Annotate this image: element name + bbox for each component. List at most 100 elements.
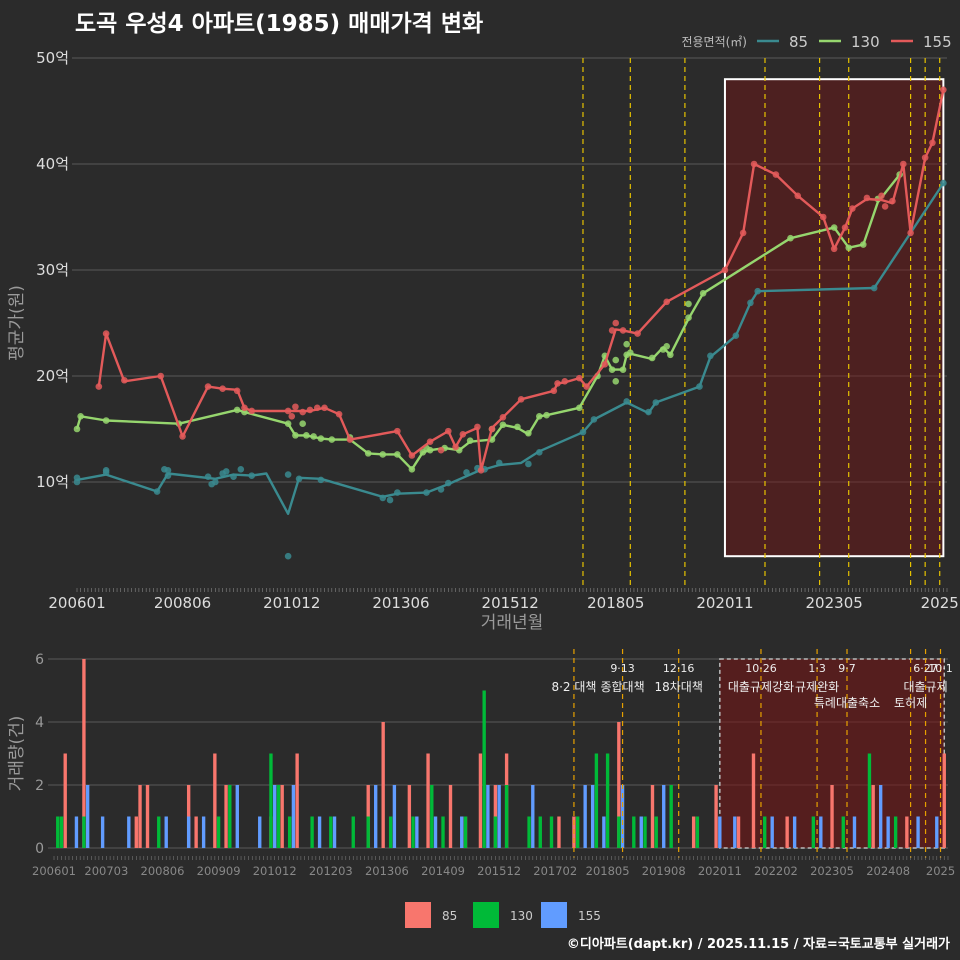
data-point-155 [554, 380, 561, 387]
volume-bar-85 [557, 816, 561, 848]
data-point-130 [310, 433, 317, 440]
data-point-85 [379, 494, 387, 502]
volume-bar-155 [433, 816, 438, 848]
data-point-130 [299, 420, 306, 428]
volume-bar-130 [482, 690, 486, 848]
data-point-85 [317, 476, 325, 484]
volume-bar-130 [157, 816, 161, 848]
volume-bar-85 [134, 816, 138, 848]
data-point-130 [612, 378, 620, 385]
data-point-155 [313, 404, 321, 412]
data-point-130 [845, 244, 853, 252]
volume-legend-swatch-130 [473, 902, 499, 928]
volume-y-tick-label: 4 [35, 715, 44, 731]
data-point-130 [685, 314, 692, 322]
data-point-130 [102, 417, 110, 424]
data-point-85 [164, 467, 172, 474]
volume-bar-85 [871, 785, 875, 848]
policy-name-label: 18차대책 [654, 679, 702, 694]
data-point-155 [346, 436, 354, 443]
volume-bar-130 [695, 816, 700, 848]
data-point-155 [517, 396, 525, 403]
data-point-85 [444, 479, 452, 487]
volume-x-tick-label: 201702 [533, 864, 577, 878]
data-point-155 [488, 425, 496, 433]
volume-bar-85 [224, 785, 228, 848]
data-point-130 [787, 234, 794, 242]
highlight-box [723, 78, 945, 558]
volume-bar-155 [583, 785, 587, 848]
volume-bar-130 [59, 816, 64, 848]
volume-x-tick-label: 202202 [754, 864, 798, 878]
x-tick-label: 202011 [696, 594, 753, 612]
volume-bar-155 [258, 816, 262, 848]
volume-chart: 0 2 4 6 8·2 대책 9·13 종합대책 12·16 18차대책 10·26 대출규제강화 1… [7, 649, 955, 878]
volume-bar-130 [575, 816, 580, 848]
data-point-130 [699, 290, 707, 297]
volume-bar-155 [374, 785, 378, 848]
volume-bar-155 [486, 785, 490, 848]
volume-bar-130 [643, 816, 647, 848]
policy-date-label: 9·7 [838, 662, 856, 675]
volume-bar-130 [549, 816, 554, 848]
volume-bar-155 [85, 785, 90, 848]
volume-bar-130 [441, 816, 445, 848]
volume-bar-155 [916, 816, 920, 848]
volume-bar-155 [718, 816, 722, 848]
data-point-130 [408, 465, 416, 473]
data-point-130 [543, 411, 550, 419]
volume-bar-85 [942, 753, 946, 848]
data-point-85 [248, 472, 256, 479]
volume-bar-130 [82, 816, 86, 848]
policy-date-label: 9·13 [610, 662, 635, 675]
data-point-85 [423, 489, 430, 496]
data-point-85 [237, 465, 245, 473]
volume-bar-85 [736, 816, 741, 848]
data-point-85 [153, 488, 161, 495]
policy-name-label: 특례대출축소 [814, 696, 880, 710]
data-point-155 [121, 376, 128, 384]
data-point-130 [576, 404, 583, 412]
volume-bar-85 [751, 753, 756, 848]
volume-bar-155 [201, 816, 206, 848]
data-point-130 [525, 429, 532, 437]
volume-bar-155 [127, 816, 131, 848]
data-point-155 [444, 427, 452, 435]
volume-bar-130 [329, 816, 333, 848]
data-point-130 [514, 423, 521, 431]
volume-bar-85 [381, 722, 385, 848]
volume-bar-130 [893, 816, 898, 848]
data-point-85 [652, 399, 660, 406]
data-point-155 [292, 403, 299, 411]
volume-bar-155 [602, 816, 606, 848]
data-point-155 [219, 385, 226, 393]
volume-bar-155 [878, 785, 883, 848]
x-axis-title: 거래년월 [481, 613, 544, 633]
volume-x-tick-label: 200806 [141, 864, 185, 878]
x-tick-label: 201012 [263, 594, 320, 612]
volume-bar-155 [620, 785, 625, 848]
volume-legend-label-130: 130 [510, 909, 533, 923]
policy-date-label: 10·1 [928, 662, 953, 675]
data-point-155 [612, 319, 620, 327]
data-point-85 [707, 352, 714, 360]
volume-bar-130 [594, 753, 599, 848]
policy-name-label: 대출규제 [903, 680, 947, 694]
data-point-155 [233, 387, 241, 395]
volume-legend-label-85: 85 [442, 909, 457, 923]
data-point-130 [612, 356, 620, 364]
volume-bar-130 [430, 785, 434, 848]
volume-x-tick-label: 2025 [926, 864, 955, 878]
volume-bar-85 [426, 753, 430, 848]
volume-bar-155 [415, 816, 419, 848]
volume-bar-130 [287, 816, 292, 848]
footer-credit: ©디아파트(dapt.kr) / 2025.11.15 / 자료=국토교통부 실… [566, 937, 950, 952]
data-point-155 [452, 443, 459, 451]
policy-name-label: 토허제 [894, 696, 927, 710]
data-point-155 [288, 412, 296, 420]
data-point-130 [627, 349, 634, 356]
data-point-155 [739, 229, 747, 237]
data-point-155 [721, 266, 729, 274]
data-point-130 [859, 241, 867, 248]
